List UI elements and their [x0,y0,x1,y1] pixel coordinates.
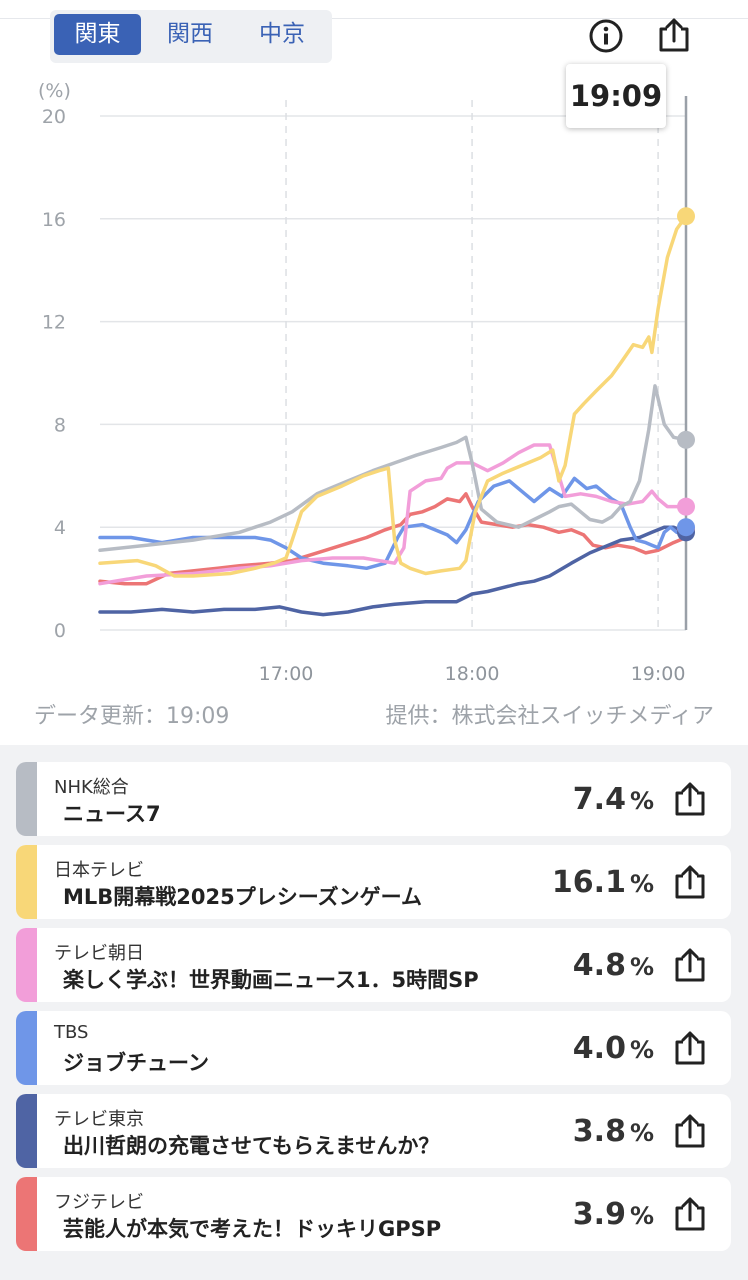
share-icon[interactable] [655,16,693,54]
y-tick-label: 0 [54,620,66,642]
channel-color-bar [16,762,37,836]
program-title: 楽しく学ぶ！世界動画ニュース1．5時間SP [63,968,479,992]
channel-color-bar [16,1011,37,1085]
x-tick-label: 19:00 [631,663,686,685]
channel-card-nhk[interactable]: NHK総合 ニュース7 7.4% [16,762,731,836]
x-tick-label: 18:00 [445,663,500,685]
series-end-dot-1 [677,207,695,226]
time-tooltip: 19:09 [566,64,666,128]
data-updated-label: データ更新：19:09 [34,704,230,729]
channel-color-bar [16,1094,37,1168]
channel-color-bar [16,845,37,919]
program-title: ニュース7 [63,802,161,826]
program-title: MLB開幕戦2025プレシーズンゲーム [63,885,423,909]
program-title: ジョブチューン [63,1051,209,1075]
series-line-1 [98,214,688,578]
rating-value: 7.4% [572,782,654,817]
rating-value: 3.9% [572,1197,654,1232]
channel-card-ex[interactable]: テレビ朝日 楽しく学ぶ！世界動画ニュース1．5時間SP 4.8% [16,928,731,1002]
channel-card-tbs[interactable]: TBS ジョブチューン 4.0% [16,1011,731,1085]
y-tick-label: 8 [54,414,66,436]
share-icon[interactable] [671,1112,709,1150]
program-title: 芸能人が本気で考えた！ドッキリGPSP [63,1217,442,1241]
share-icon[interactable] [671,1195,709,1233]
tab-kanto[interactable]: 関東 [54,14,141,55]
provider-label: 提供：株式会社スイッチメディア [385,704,714,729]
channel-card-cx[interactable]: フジテレビ 芸能人が本気で考えた！ドッキリGPSP 3.9% [16,1177,731,1251]
info-icon[interactable] [588,18,624,54]
y-axis-unit-label: (%) [38,80,71,102]
channel-name: TBS [54,1022,89,1043]
y-tick-label: 16 [42,209,66,231]
series-end-dot-0 [677,430,695,449]
region-tabs: 関東 関西 中京 [50,10,332,63]
y-tick-label: 12 [42,312,66,334]
series-end-dot-2 [677,497,695,516]
channel-name: 日本テレビ [54,860,144,881]
x-tick-label: 17:00 [259,663,314,685]
series-line-4 [98,525,688,617]
rating-value: 4.8% [572,948,654,983]
y-tick-label: 4 [54,517,66,539]
channel-card-tx[interactable]: テレビ東京 出川哲朗の充電させてもらえませんか？ 3.8% [16,1094,731,1168]
series-line-0 [98,384,688,553]
channel-name: テレビ朝日 [54,943,144,964]
share-icon[interactable] [671,946,709,984]
rating-value: 3.8% [572,1114,654,1149]
channel-name: フジテレビ [54,1192,144,1213]
program-title: 出川哲朗の充電させてもらえませんか？ [63,1134,440,1158]
ratings-chart: (%) 20 16 12 8 4 0 17:00 18:00 19:00 [38,80,695,685]
channel-card-ntv[interactable]: 日本テレビ MLB開幕戦2025プレシーズンゲーム 16.1% [16,845,731,919]
rating-value: 4.0% [572,1031,654,1066]
share-icon[interactable] [671,1029,709,1067]
series-end-dot-3 [677,518,695,537]
rating-value: 16.1% [551,865,654,900]
y-tick-label: 20 [42,106,66,128]
tab-chukyo[interactable]: 中京 [259,21,305,47]
share-icon[interactable] [671,780,709,818]
channel-color-bar [16,1177,37,1251]
share-icon[interactable] [671,863,709,901]
channel-name: テレビ東京 [54,1109,144,1130]
channel-name: NHK総合 [54,777,129,798]
channel-list: NHK総合 ニュース7 7.4% 日本テレビ MLB開幕戦2025プレシーズンゲ… [0,745,748,1280]
channel-color-bar [16,928,37,1002]
tab-kansai[interactable]: 関西 [167,21,213,47]
